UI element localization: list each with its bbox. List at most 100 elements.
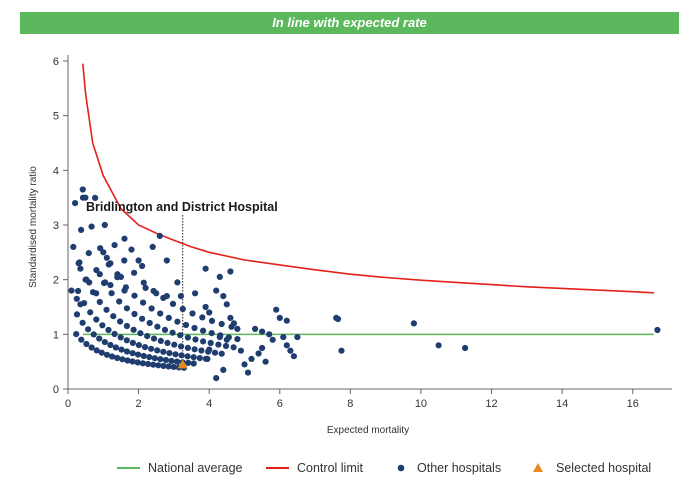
data-point <box>109 353 116 360</box>
data-point <box>163 257 170 264</box>
data-point <box>146 354 153 361</box>
data-point <box>72 200 79 207</box>
data-point <box>103 351 111 358</box>
data-point <box>70 243 77 250</box>
data-point <box>107 260 114 267</box>
data-point <box>129 350 136 357</box>
y-tick-label: 2 <box>53 275 59 287</box>
data-point <box>218 320 225 328</box>
selected-point <box>177 359 188 369</box>
data-point <box>178 352 185 359</box>
data-point <box>129 339 136 346</box>
data-point <box>73 295 80 302</box>
data-point <box>96 298 103 306</box>
data-point <box>140 299 147 306</box>
data-point <box>93 316 100 323</box>
data-point <box>184 344 191 351</box>
data-point <box>198 347 205 354</box>
data-point <box>148 345 155 352</box>
data-point <box>129 358 136 365</box>
data-point <box>73 311 81 318</box>
data-point <box>142 284 149 291</box>
data-point <box>160 348 167 355</box>
data-point <box>171 341 178 348</box>
data-point <box>252 325 259 332</box>
data-point <box>215 341 222 348</box>
data-point <box>111 242 118 249</box>
data-point <box>103 306 110 313</box>
legend: National average Control limit Other hos… <box>117 461 651 475</box>
data-point <box>216 273 223 280</box>
data-point <box>93 267 100 274</box>
data-point <box>101 221 108 229</box>
y-tick-label: 1 <box>53 329 59 341</box>
x-tick-label: 12 <box>485 398 497 410</box>
data-point <box>169 329 176 336</box>
x-tick-label: 0 <box>65 398 71 410</box>
y-tick-label: 3 <box>53 220 59 232</box>
data-point <box>211 349 219 356</box>
data-point <box>103 254 110 261</box>
data-point <box>462 344 469 352</box>
data-point <box>77 265 84 272</box>
legend-control-label: Control limit <box>297 461 364 475</box>
data-point <box>259 344 266 352</box>
data-point <box>230 344 237 351</box>
data-point <box>161 326 169 333</box>
data-point <box>207 339 214 347</box>
data-point <box>202 303 209 311</box>
data-point <box>276 314 283 321</box>
x-axis-label: Expected mortality <box>327 425 409 436</box>
data-point <box>218 350 225 357</box>
data-point <box>182 321 190 329</box>
data-point <box>177 293 184 300</box>
annotation-label: Bridlington and District Hospital <box>86 200 278 214</box>
data-point <box>114 354 121 362</box>
data-point <box>200 327 207 334</box>
data-point <box>110 313 117 320</box>
x-tick-label: 10 <box>415 398 427 410</box>
data-point <box>140 279 147 286</box>
data-point <box>169 300 177 307</box>
data-point <box>174 279 181 286</box>
data-point <box>185 359 192 366</box>
data-point <box>73 331 80 338</box>
data-point <box>121 257 128 264</box>
x-tick-label: 16 <box>627 398 639 410</box>
data-point <box>105 326 112 334</box>
data-point <box>165 314 172 321</box>
data-point <box>213 287 220 294</box>
data-point <box>234 325 241 332</box>
y-axis-label: Standardised mortality ratio <box>28 166 39 288</box>
data-point <box>157 337 164 344</box>
data-point <box>134 359 141 366</box>
data-point <box>174 358 181 365</box>
data-point <box>121 235 128 242</box>
data-point <box>123 305 130 312</box>
data-point <box>123 348 131 355</box>
data-point <box>108 290 115 297</box>
data-point <box>139 262 146 270</box>
x-tick-label: 6 <box>277 398 283 410</box>
data-point <box>87 309 94 316</box>
x-tick-label: 2 <box>136 398 142 410</box>
data-point <box>85 250 92 257</box>
data-point <box>192 336 199 343</box>
data-point <box>123 322 130 330</box>
data-point <box>196 355 203 362</box>
data-point <box>294 334 301 341</box>
data-point <box>75 287 82 295</box>
data-point <box>96 271 103 278</box>
data-point <box>164 339 171 346</box>
x-tick-label: 4 <box>206 398 212 410</box>
data-point <box>88 223 95 230</box>
data-point <box>189 310 196 317</box>
data-point <box>99 322 106 329</box>
data-point <box>131 292 138 299</box>
data-point <box>139 315 146 322</box>
data-point <box>150 335 158 342</box>
legend-other-label: Other hospitals <box>417 461 501 475</box>
data-point <box>149 243 156 250</box>
